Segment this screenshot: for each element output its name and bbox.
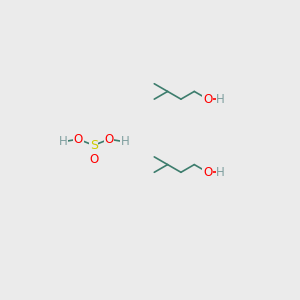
Text: O: O: [104, 133, 114, 146]
Text: H: H: [58, 135, 67, 148]
Text: O: O: [89, 153, 98, 166]
Text: O: O: [203, 93, 212, 106]
Text: O: O: [74, 133, 83, 146]
Text: S: S: [90, 139, 98, 152]
Text: O: O: [203, 166, 212, 179]
Text: H: H: [121, 135, 130, 148]
Text: H: H: [216, 166, 225, 179]
Text: H: H: [216, 93, 225, 106]
